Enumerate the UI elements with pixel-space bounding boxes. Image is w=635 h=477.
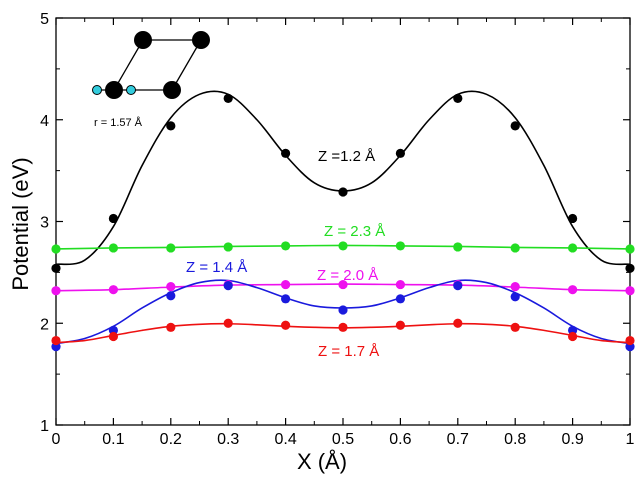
data-point-series-3	[166, 291, 176, 301]
data-point-series-0	[166, 121, 176, 131]
x-tick-label: 1	[626, 431, 635, 448]
data-point-series-4	[108, 331, 118, 342]
data-points	[51, 93, 635, 352]
x-tick-label: 0.8	[504, 431, 526, 448]
data-point-series-1	[568, 243, 578, 253]
data-point-series-0	[453, 93, 463, 103]
data-point-series-0	[223, 93, 233, 103]
data-point-series-3	[223, 281, 233, 291]
x-axis-title: X (Å)	[297, 449, 347, 474]
data-point-series-2	[51, 286, 61, 296]
inset-label: r = 1.57 Å	[94, 116, 143, 129]
data-point-series-3	[338, 305, 348, 315]
plot-frame	[55, 17, 631, 426]
data-point-series-1	[223, 242, 233, 252]
data-point-series-4	[625, 335, 635, 346]
series-label-z2-0: Z = 2.0 Å	[317, 267, 378, 284]
data-point-series-2	[395, 279, 405, 290]
data-point-series-2	[625, 286, 635, 296]
series-label-z1-4: Z = 1.4 Å	[186, 259, 247, 276]
series-label-z2-3: Z = 2.3 Å	[324, 223, 385, 240]
x-tick-label: 0.3	[217, 431, 239, 448]
data-point-series-1	[625, 244, 635, 254]
series-label-z1-7: Z = 1.7 Å	[318, 343, 379, 360]
data-point-series-1	[395, 241, 405, 251]
data-point-series-4	[223, 318, 233, 328]
lattice-inset: r = 1.57 Å	[92, 31, 210, 129]
axis-ticks: 0 0.1 0.2 0.3 0.4 0.5 0.6 0.7 0.8 0.9 1 1 2 3 4 5	[40, 11, 634, 448]
data-point-series-0	[51, 263, 61, 273]
data-point-series-0	[625, 263, 635, 273]
data-point-series-1	[166, 243, 176, 253]
plot-frame-group	[55, 17, 631, 426]
data-point-series-1	[338, 241, 348, 251]
data-point-series-2	[338, 279, 348, 290]
data-point-series-4	[568, 331, 578, 342]
data-point-series-2	[166, 282, 176, 292]
data-point-series-1	[510, 243, 520, 253]
y-tick-label: 2	[40, 316, 49, 333]
inset-atom	[105, 81, 123, 99]
data-point-series-4	[453, 318, 463, 328]
data-point-series-1	[51, 244, 61, 254]
x-tick-label: 0.6	[389, 431, 411, 448]
x-tick-label: 0.1	[102, 431, 124, 448]
data-point-series-0	[510, 121, 520, 131]
inset-bond	[171, 39, 202, 91]
data-point-series-4	[51, 335, 61, 346]
y-tick-label: 4	[40, 113, 49, 130]
data-point-series-1	[108, 243, 118, 253]
data-point-series-3	[395, 294, 405, 304]
data-point-series-0	[568, 213, 578, 224]
inset-small-atom	[92, 85, 102, 95]
y-tick-label: 5	[40, 11, 49, 28]
data-point-series-4	[395, 320, 405, 330]
inset-small-atom	[126, 85, 136, 95]
data-point-series-3	[453, 281, 463, 291]
inset-atom	[192, 31, 210, 49]
data-point-series-2	[510, 282, 520, 292]
x-tick-label: 0.7	[447, 431, 469, 448]
x-tick-label: 0	[52, 431, 61, 448]
data-point-series-3	[510, 292, 520, 302]
data-point-series-4	[338, 322, 348, 332]
data-point-series-0	[108, 213, 118, 224]
x-tick-label: 0.2	[160, 431, 182, 448]
data-point-series-0	[395, 148, 405, 158]
data-point-series-1	[453, 242, 463, 252]
series-label-z1-2: Z =1.2 Å	[318, 148, 375, 165]
data-point-series-2	[568, 285, 578, 295]
y-tick-label: 3	[40, 215, 49, 232]
data-point-series-0	[338, 187, 348, 197]
inset-atom	[163, 81, 181, 99]
y-axis-title: Potential (eV)	[8, 157, 33, 290]
data-point-series-4	[510, 322, 520, 332]
data-point-series-4	[166, 322, 176, 332]
data-point-series-0	[281, 148, 291, 158]
x-tick-label: 0.4	[274, 431, 296, 448]
inset-bond	[113, 39, 144, 91]
y-tick-label: 1	[40, 418, 49, 435]
data-point-series-1	[281, 241, 291, 251]
data-point-series-3	[281, 294, 291, 304]
data-point-series-2	[108, 285, 118, 295]
data-point-series-2	[281, 279, 291, 290]
x-tick-label: 0.5	[332, 431, 354, 448]
x-tick-label: 0.9	[561, 431, 583, 448]
inset-atom	[134, 31, 152, 49]
data-point-series-4	[281, 320, 291, 330]
